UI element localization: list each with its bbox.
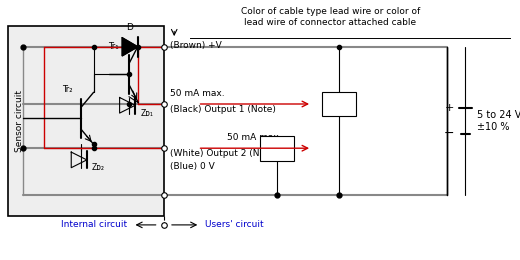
Text: Tr₂: Tr₂ xyxy=(62,85,73,94)
Text: Load: Load xyxy=(266,144,288,153)
Text: Zᴅ₁: Zᴅ₁ xyxy=(140,109,153,118)
Text: −: − xyxy=(444,127,454,140)
Text: (Blue) 0 V: (Blue) 0 V xyxy=(170,162,215,172)
Text: Color of cable type lead wire or color of
lead wire of connector attached cable: Color of cable type lead wire or color o… xyxy=(241,6,420,27)
Text: Zᴅ₂: Zᴅ₂ xyxy=(92,163,105,172)
Text: Tr₁: Tr₁ xyxy=(108,42,119,51)
Bar xyxy=(322,92,356,116)
Bar xyxy=(8,26,164,216)
Text: Sensor circuit: Sensor circuit xyxy=(15,90,24,152)
Text: (Black) Output 1 (Note): (Black) Output 1 (Note) xyxy=(170,105,276,114)
Polygon shape xyxy=(122,38,138,56)
Text: Load: Load xyxy=(329,100,350,109)
Text: 5 to 24 V DC
±10 %: 5 to 24 V DC ±10 % xyxy=(477,110,520,132)
Bar xyxy=(260,136,294,161)
Text: +: + xyxy=(445,103,454,113)
Text: (White) Output 2 (Note): (White) Output 2 (Note) xyxy=(170,149,278,158)
Text: (Brown) +V: (Brown) +V xyxy=(170,41,222,50)
Text: 50 mA max.: 50 mA max. xyxy=(170,89,225,98)
Text: Users' circuit: Users' circuit xyxy=(205,220,264,229)
Text: Internal circuit: Internal circuit xyxy=(61,220,127,229)
Text: D: D xyxy=(126,23,134,32)
Text: 50 mA max.: 50 mA max. xyxy=(227,133,282,142)
